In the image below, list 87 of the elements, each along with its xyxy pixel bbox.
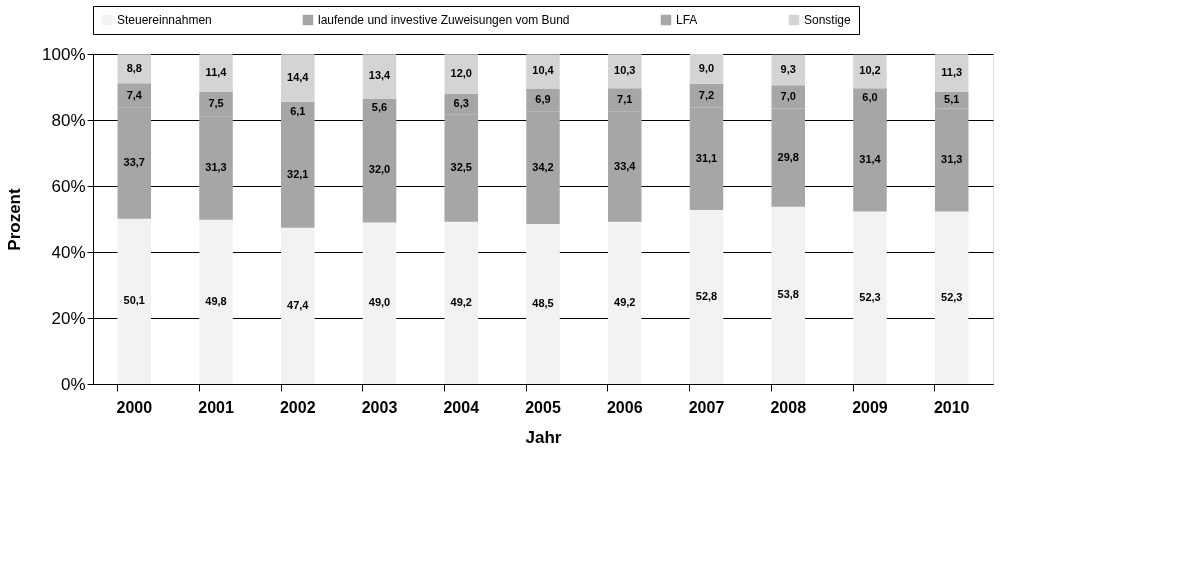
data-label: 6,9 [535, 92, 551, 105]
bar [526, 54, 560, 89]
legend-label: LFA [676, 13, 698, 27]
data-label: 7,4 [126, 88, 143, 101]
x-tick-label: 2002 [279, 398, 316, 416]
x-tick-label: 2001 [198, 398, 234, 416]
data-label: 10,2 [859, 64, 881, 77]
data-label: 52,3 [941, 290, 963, 303]
y-tick-label: 60% [51, 176, 86, 196]
data-label: 11,4 [205, 66, 228, 79]
data-label: 49,2 [614, 295, 636, 308]
bar [281, 227, 315, 384]
data-label: 9,0 [698, 61, 715, 74]
bar [362, 54, 397, 99]
x-tick-label: 2006 [606, 398, 643, 416]
data-label: 7,0 [780, 89, 796, 102]
data-label: 31,1 [695, 151, 718, 164]
bar [771, 54, 805, 86]
data-label: 32,0 [368, 162, 391, 175]
legend-label: Steuereinnahmen [117, 13, 212, 27]
bar [281, 54, 315, 102]
data-label: 49,0 [368, 296, 391, 309]
data-label: 7,2 [698, 88, 715, 101]
data-label: 34,2 [532, 160, 554, 173]
data-label: 9,3 [780, 62, 796, 75]
legend-label: Sonstige [804, 13, 852, 27]
data-label: 31,4 [859, 152, 882, 165]
x-tick-label: 2007 [688, 398, 725, 416]
data-label: 32,5 [450, 161, 472, 174]
data-label: 33,4 [614, 159, 637, 172]
data-label: 48,5 [532, 297, 554, 310]
x-tick-label: 2000 [116, 398, 153, 416]
data-label: 53,8 [777, 288, 799, 301]
bar [199, 219, 233, 384]
bar [853, 211, 887, 384]
data-label: 52,3 [859, 290, 881, 303]
bar [607, 54, 642, 89]
data-label: 6,3 [453, 97, 469, 110]
data-label: 11,3 [941, 65, 963, 78]
bar [444, 221, 479, 384]
x-axis-title: Jahr [525, 427, 562, 447]
x-tick-label: 2010 [933, 398, 970, 416]
data-label: 29,8 [777, 150, 799, 163]
data-label: 13,4 [368, 69, 392, 82]
data-label: 8,8 [126, 61, 142, 74]
data-label: 10,4 [532, 64, 555, 77]
bar [362, 222, 397, 384]
x-tick-label: 2003 [361, 398, 398, 416]
bar [934, 211, 969, 384]
y-tick-label: 100% [42, 44, 86, 64]
y-tick-label: 20% [51, 308, 86, 328]
y-axis-title: Prozent [5, 187, 25, 251]
y-tick-label: 80% [51, 110, 86, 130]
x-tick-label: 2008 [770, 398, 807, 416]
bar [199, 54, 233, 92]
data-label: 5,6 [371, 100, 388, 113]
bar [117, 218, 152, 384]
data-label: 6,0 [862, 91, 878, 104]
data-label: 7,1 [617, 92, 633, 105]
data-label: 32,1 [287, 167, 309, 180]
data-label: 49,8 [205, 294, 227, 307]
data-label: 47,4 [287, 298, 310, 311]
bar [934, 54, 969, 92]
bar [689, 54, 724, 84]
bar [771, 206, 805, 384]
data-label: 10,3 [614, 64, 636, 77]
data-label: 49,2 [450, 295, 472, 308]
data-label: 31,3 [205, 161, 227, 174]
y-tick-label: 0% [60, 374, 86, 394]
x-tick-label: 2004 [443, 398, 480, 416]
data-label: 50,1 [123, 294, 145, 307]
bar [607, 221, 642, 384]
data-label: 31,3 [941, 152, 963, 165]
data-label: 33,7 [123, 156, 145, 169]
bar [689, 209, 724, 384]
data-label: 6,1 [290, 104, 306, 117]
y-tick-label: 40% [51, 242, 86, 262]
data-label: 12,0 [450, 67, 472, 80]
data-label: 7,5 [208, 97, 224, 110]
bar [444, 54, 479, 94]
legend-label: laufende und investive Zuweisungen vom Bund [318, 13, 570, 27]
data-label: 14,4 [287, 71, 310, 84]
x-tick-label: 2009 [852, 398, 888, 416]
data-label: 52,8 [695, 289, 718, 302]
x-tick-label: 2005 [525, 398, 561, 416]
bar [526, 224, 560, 384]
data-label: 5,1 [944, 92, 960, 105]
